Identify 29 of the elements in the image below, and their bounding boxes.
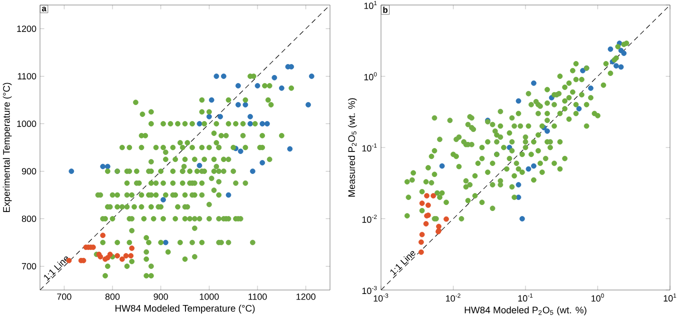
annotation: b [383,6,388,13]
y-tick-label: 10$^{-1}$ [362,144,377,152]
x-tick-label: 10$^{-1}$ [518,294,533,302]
annotation: 1:1 Line [390,251,416,276]
x-axis-title: HW84 Modeled P$_{2}$O$_{5}$ (wt. %) [464,306,586,316]
x-tick-label: 10$^{-3}$ [374,294,388,302]
x-tick-label: 800 [105,294,120,300]
y-axis-title: Measured P$_{2}$O$_{5}$ (wt. %) [348,98,357,197]
y-tick-label: 1000 [17,120,36,127]
y-tick-label: 10$^{-2}$ [362,214,377,223]
annotation: a [42,6,46,12]
x-axis-title: HW84 Modeled Temperature (°C) [116,304,255,314]
x-tick-label: 1200 [296,294,316,300]
x-tick-label: 700 [57,294,72,300]
x-tick-label: 10$^{-2}$ [446,294,460,302]
x-tick-label: 10$^{0}$ [592,294,604,302]
y-tick-label: 1100 [18,73,36,80]
y-tick-label: 900 [22,168,36,174]
x-tick-label: 1000 [200,294,219,300]
x-tick-label: 1100 [248,294,267,300]
y-tick-label: 700 [22,263,36,270]
y-tick-label: 10$^{1}$ [364,0,377,10]
y-axis-title: Experimental Temperature (°C) [2,82,12,212]
y-tick-label: 10$^{0}$ [364,72,377,80]
x-tick-label: 900 [154,294,168,300]
y-tick-label: 10$^{-3}$ [362,286,377,294]
y-tick-label: 1200 [17,26,36,32]
x-tick-label: 10$^{1}$ [664,294,676,302]
y-tick-label: 800 [22,216,36,222]
